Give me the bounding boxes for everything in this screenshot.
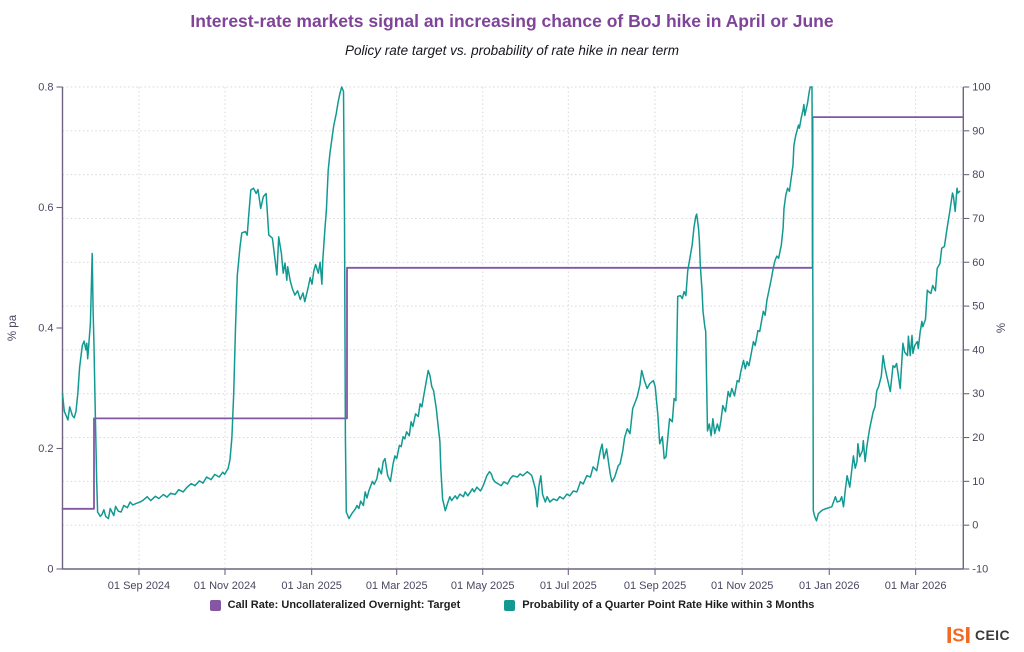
ceic-logo: S CEIC [947, 626, 1010, 644]
left-tick-label: 0.4 [38, 323, 53, 335]
right-tick-label: 100 [972, 82, 990, 94]
left-tick-label: 0 [47, 564, 53, 576]
date-tick-label: 01 Sep 2025 [624, 580, 686, 592]
date-tick-label: 01 Jan 2025 [281, 580, 342, 592]
right-tick-label: -10 [972, 564, 988, 576]
svg-text:S: S [952, 626, 964, 644]
date-tick-label: 01 Nov 2024 [194, 580, 256, 592]
call-rate-line [61, 116, 965, 510]
probability-swatch-icon [504, 599, 516, 611]
date-tick-label: 01 Jul 2025 [540, 580, 597, 592]
right-tick-label: 90 [972, 125, 984, 137]
left-axis-title: % pa [7, 314, 19, 341]
legend-item-probability: Probability of a Quarter Point Rate Hike… [504, 599, 814, 611]
right-tick-label: 40 [972, 344, 984, 356]
right-tick-label: 70 [972, 213, 984, 225]
right-tick-label: 50 [972, 301, 984, 313]
ceic-logo-mark-icon: S [947, 626, 970, 644]
date-tick-label: 01 Mar 2025 [366, 580, 428, 592]
right-tick-label: 80 [972, 169, 984, 181]
probability-line [61, 86, 961, 522]
date-tick-label: 01 Mar 2026 [885, 580, 947, 592]
left-tick-label: 0.2 [38, 443, 53, 455]
chart-subtitle: Policy rate target vs. probability of ra… [345, 43, 679, 58]
legend-label-call-rate: Call Rate: Uncollateralized Overnight: T… [227, 599, 461, 611]
date-tick-label: 01 May 2025 [451, 580, 515, 592]
call-rate-swatch-icon [209, 599, 221, 611]
date-tick-label: 01 Jan 2026 [799, 580, 860, 592]
legend-label-probability: Probability of a Quarter Point Rate Hike… [522, 599, 815, 611]
ceic-logo-text: CEIC [974, 627, 1010, 643]
right-tick-label: 60 [972, 257, 984, 269]
right-axis-title: % [996, 323, 1008, 333]
date-tick-label: 01 Nov 2025 [711, 580, 773, 592]
chart-title: Interest-rate markets signal an increasi… [190, 11, 834, 31]
left-tick-label: 0.6 [38, 202, 53, 214]
date-tick-label: 01 Sep 2024 [108, 580, 170, 592]
legend-item-call-rate: Call Rate: Uncollateralized Overnight: T… [209, 599, 461, 611]
right-tick-label: 20 [972, 432, 984, 444]
left-tick-label: 0.8 [38, 82, 53, 94]
right-tick-label: 0 [972, 520, 978, 532]
chart-legend: Call Rate: Uncollateralized Overnight: T… [0, 599, 1024, 611]
right-tick-label: 10 [972, 476, 984, 488]
right-tick-label: 30 [972, 388, 984, 400]
